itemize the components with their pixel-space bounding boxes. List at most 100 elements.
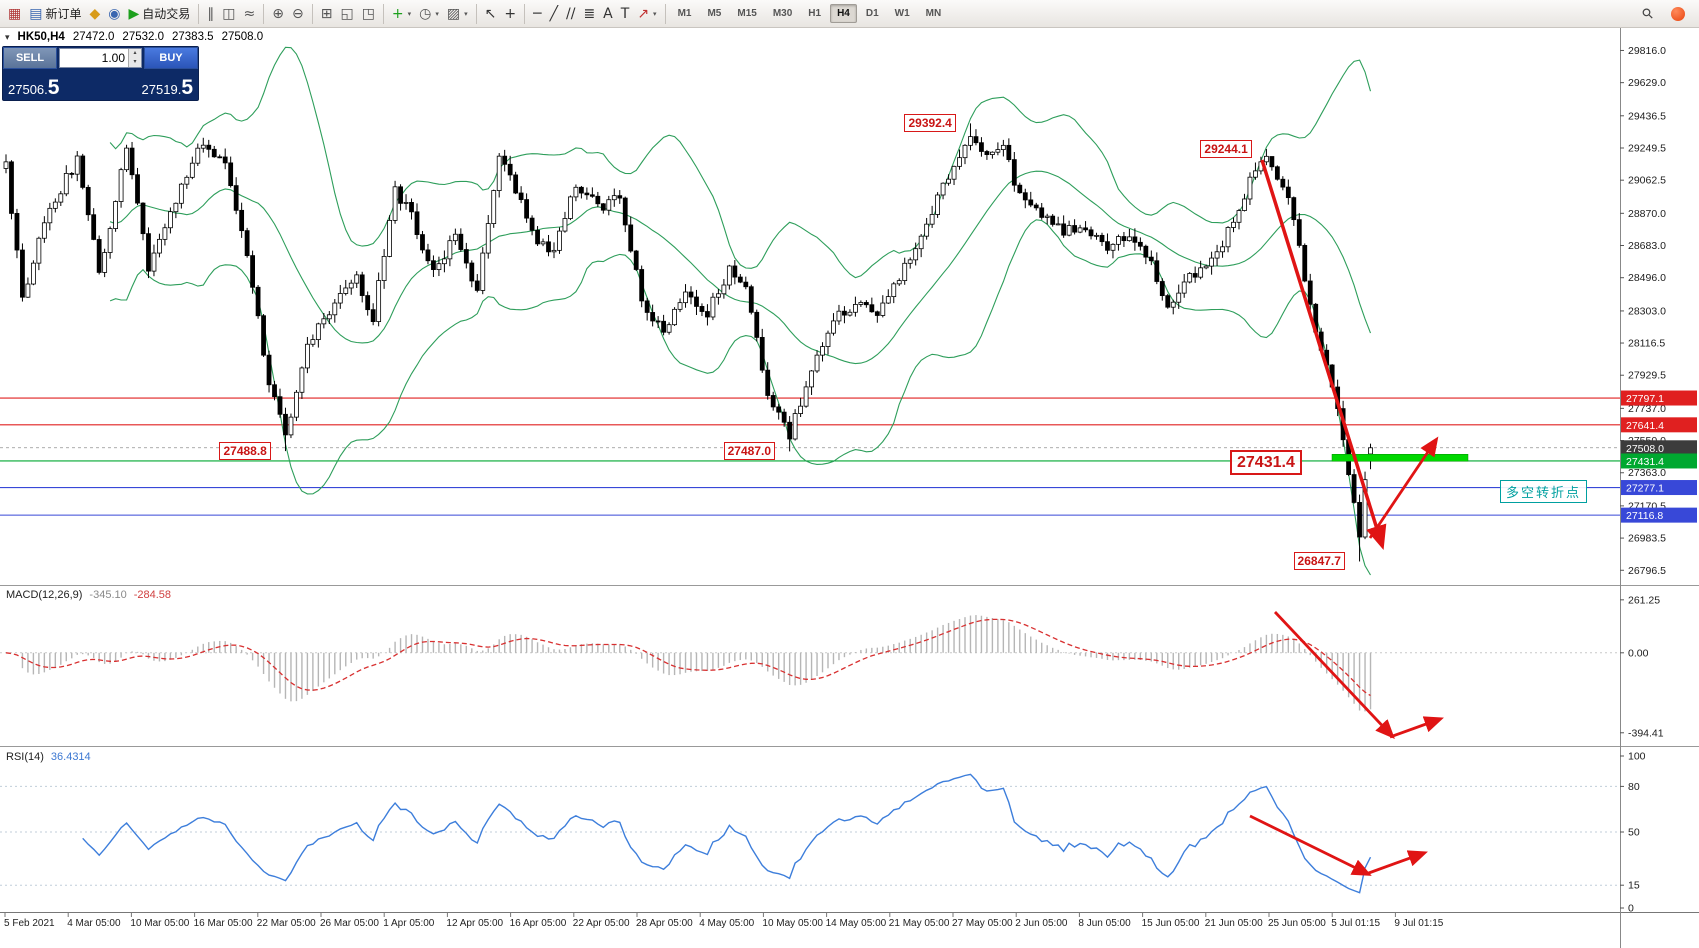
trend-arrow-macd[interactable]	[1273, 611, 1395, 740]
autotrading-button[interactable]: ▶ 自动交易	[124, 3, 194, 25]
templates-button[interactable]: ▨ ▾	[443, 3, 472, 25]
price-flag-26847.7: 26847.7	[1293, 552, 1345, 571]
time-label: 22 Mar 05:00	[257, 918, 316, 929]
terminal-button[interactable]: ◉	[104, 3, 124, 25]
trend-arrow-chart[interactable]	[1368, 436, 1439, 539]
timeframe-d1-button[interactable]: D1	[865, 8, 879, 19]
macd-signal-value: -284.58	[133, 589, 172, 601]
bar-chart-button[interactable]: ∥	[203, 3, 218, 25]
quote-line: ▾ HK50,H4 27472.0 27532.0 27383.5 27508.…	[5, 31, 263, 43]
bar-chart-icon: ∥	[207, 5, 215, 22]
price-tick-label: 27929.5	[1628, 370, 1666, 382]
highlight-zone[interactable]	[1331, 454, 1469, 462]
arrange-windows-button[interactable]: ◱	[336, 3, 357, 25]
price-tag-label: 27797.1	[1626, 393, 1664, 405]
search-button[interactable]: ⚲	[1638, 3, 1658, 25]
time-label: 25 Jun 05:00	[1268, 918, 1326, 929]
time-label: 1 Apr 05:00	[383, 918, 435, 929]
cursor-button[interactable]: ↖	[481, 3, 501, 25]
price-tag	[1621, 390, 1697, 406]
channel-button[interactable]: //	[562, 3, 579, 25]
trend-arrow-rsi[interactable]	[1249, 814, 1372, 876]
new-order-button[interactable]: ▤ 新订单	[25, 3, 85, 25]
arrows-icon: ↗	[637, 5, 650, 22]
bollinger-middle-band	[109, 170, 1372, 365]
rsi-indicator-label: RSI(14) 36.4314	[6, 751, 91, 763]
time-label: 4 Mar 05:00	[67, 918, 121, 929]
toolbar-separator	[382, 3, 384, 24]
volume-down-button[interactable]: ▾	[129, 58, 141, 67]
arrows-button[interactable]: ↗ ▾	[633, 3, 660, 25]
cursor-icon: ↖	[484, 5, 497, 22]
crosshair-icon: +	[504, 5, 517, 22]
candlestick-chart-button[interactable]: ◫	[218, 3, 239, 25]
time-label: 14 May 05:00	[826, 918, 887, 929]
timeframe-w1-button[interactable]: W1	[894, 8, 910, 19]
volume-input[interactable]	[60, 49, 128, 67]
tile-windows-button[interactable]: ⊞	[317, 3, 337, 25]
new-chart-button[interactable]: ▦	[4, 3, 25, 25]
chart-list-button[interactable]: ◳	[358, 3, 379, 25]
horizontal-line-icon: ─	[533, 5, 542, 22]
price-flag-29244.1: 29244.1	[1200, 139, 1252, 158]
zoom-out-button[interactable]: ⊖	[288, 3, 308, 25]
horizontal-line-button[interactable]: ─	[529, 3, 545, 25]
timeframe-toolbar: M1 M5 M15 M30 H1 H4 D1 W1 MN	[670, 4, 950, 23]
timeframe-m15-button[interactable]: M15	[737, 8, 757, 19]
metaeditor-button[interactable]: ◆	[85, 3, 104, 25]
price-tick-label: 27737.0	[1628, 403, 1666, 415]
fibonacci-button[interactable]: ≣	[579, 3, 599, 25]
sell-price-main: 27506.	[8, 82, 48, 97]
buy-button[interactable]: BUY	[144, 47, 198, 69]
quote-low: 27383.5	[172, 31, 214, 43]
buy-price: 27519.5	[141, 77, 193, 98]
one-click-toggle-icon[interactable]: ▾	[5, 31, 10, 42]
metaeditor-icon: ◆	[89, 5, 101, 22]
text-button[interactable]: A	[599, 3, 617, 25]
volume-up-button[interactable]: ▴	[129, 49, 141, 58]
price-tick-label: 27363.0	[1628, 467, 1666, 479]
new-order-label: 新订单	[45, 7, 82, 21]
autotrading-icon: ▶	[128, 5, 140, 22]
rsi-tick-label: 100	[1628, 751, 1646, 763]
price-tick-label: 28496.0	[1628, 272, 1666, 284]
periods-icon: ◷	[419, 5, 432, 22]
buy-price-main: 27519.	[141, 82, 182, 97]
price-tick-label: 28683.0	[1628, 240, 1666, 252]
trend-arrow-macd[interactable]	[1389, 716, 1444, 739]
macd-indicator-label: MACD(12,26,9) -345.10 -284.58	[6, 589, 171, 601]
timeframe-m5-button[interactable]: M5	[707, 8, 722, 19]
trend-arrow-chart[interactable]	[1260, 159, 1387, 551]
price-tick-label: 28870.0	[1628, 208, 1666, 220]
timeframe-mn-button[interactable]: MN	[925, 8, 942, 19]
text-icon: A	[603, 5, 613, 22]
trendline-button[interactable]: ╱	[546, 3, 562, 25]
search-icon: ⚲	[1638, 4, 1658, 23]
line-chart-button[interactable]: ≈	[240, 3, 260, 25]
chart-list-icon: ◳	[361, 5, 375, 22]
crosshair-button[interactable]: +	[500, 3, 520, 25]
zoom-in-icon: ⊕	[272, 5, 284, 22]
price-tag	[1621, 480, 1697, 496]
new-order-icon: ▤	[29, 5, 43, 22]
one-click-trading-panel: SELL ▴ ▾ BUY 27506.5 27519.5	[2, 46, 199, 101]
price-tag-label: 27116.8	[1626, 510, 1663, 522]
price-tag-label: 27508.0	[1626, 443, 1664, 455]
timeframe-m30-button[interactable]: M30	[772, 8, 793, 19]
toolbar-separator	[263, 3, 265, 24]
timeframe-h4-button[interactable]: H4	[830, 4, 857, 23]
label-button[interactable]: T	[617, 3, 634, 25]
sell-button[interactable]: SELL	[3, 47, 57, 69]
time-label: 22 Apr 05:00	[573, 918, 630, 929]
price-tag-label: 27277.1	[1626, 483, 1664, 495]
trend-arrow-rsi[interactable]	[1365, 850, 1428, 876]
timeframe-m1-button[interactable]: M1	[677, 8, 692, 19]
timeframe-h1-button[interactable]: H1	[808, 8, 822, 19]
time-label: 5 Feb 2021	[4, 918, 55, 929]
community-button[interactable]	[1667, 3, 1689, 25]
rsi-tick-label: 80	[1628, 781, 1640, 793]
periods-button[interactable]: ◷ ▾	[415, 3, 443, 25]
zoom-in-button[interactable]: ⊕	[268, 3, 288, 25]
indicators-button[interactable]: + ▾	[388, 3, 415, 25]
